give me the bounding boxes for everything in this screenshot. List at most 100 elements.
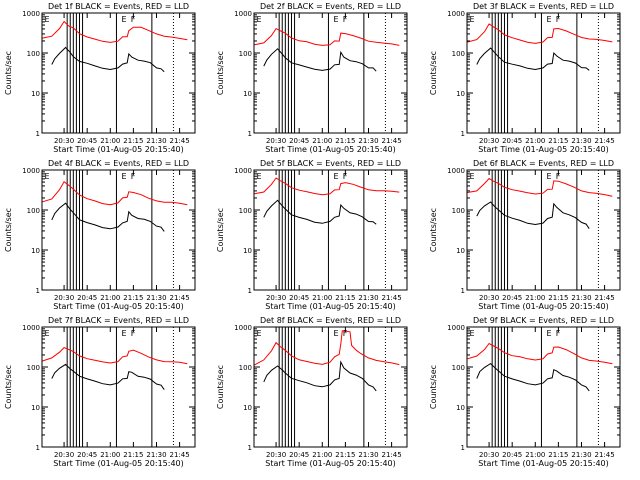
marker-label-e: E xyxy=(470,15,475,24)
x-tick-label: 20:30 xyxy=(266,294,286,302)
y-tick-label: 100 xyxy=(239,207,252,215)
marker-label-e: E xyxy=(122,15,127,24)
x-tick-label: 21:45 xyxy=(595,294,615,302)
series-line-events xyxy=(51,202,165,232)
y-tick-label: 1 xyxy=(461,444,465,452)
panel-4: Det 4f BLACK = Events, RED = LLD Counts/s… xyxy=(4,159,196,311)
series-line-events xyxy=(51,363,165,390)
marker-label-e: E xyxy=(257,329,262,338)
x-axis-label: Start Time (01-Aug-05 20:15:40) xyxy=(53,459,184,468)
x-tick-label: 21:15 xyxy=(335,451,355,459)
y-tick-label: 100 xyxy=(27,50,40,58)
series-line-events xyxy=(476,47,590,71)
y-tick-label: 1000 xyxy=(234,167,252,175)
series-line-lld xyxy=(467,23,613,44)
series-line-lld xyxy=(254,330,400,366)
marker-lines xyxy=(278,13,386,133)
series-line-events xyxy=(476,362,590,392)
y-tick-label: 1000 xyxy=(447,167,465,175)
y-tick-label: 1000 xyxy=(22,10,40,18)
x-tick-label: 21:15 xyxy=(548,137,568,145)
y-tick-label: 1 xyxy=(36,444,40,452)
marker-label-f: F xyxy=(556,15,561,24)
series-line-lld xyxy=(467,342,613,365)
panel-title: Det 1f BLACK = Events, RED = LLD xyxy=(48,2,189,11)
x-tick-label: 20:45 xyxy=(289,137,309,145)
marker-label-e: E xyxy=(334,172,339,181)
y-tick-label: 100 xyxy=(27,364,40,372)
panel-title: Det 5f BLACK = Events, RED = LLD xyxy=(260,159,401,168)
series-group xyxy=(254,27,400,72)
y-tick-label: 1 xyxy=(36,287,40,295)
marker-lines xyxy=(278,170,386,290)
marker-lines xyxy=(278,327,386,447)
marker-lines xyxy=(66,170,174,290)
x-tick-label: 21:30 xyxy=(358,451,378,459)
marker-lines xyxy=(491,327,599,447)
plot-frame xyxy=(253,12,408,134)
series-line-events xyxy=(51,46,165,73)
x-tick-label: 21:45 xyxy=(170,451,190,459)
x-tick-label: 21:30 xyxy=(358,294,378,302)
y-tick-label: 100 xyxy=(239,50,252,58)
y-axis-label: Counts/sec xyxy=(4,208,13,252)
marker-lines xyxy=(491,170,599,290)
x-tick-label: 21:15 xyxy=(123,294,143,302)
y-axis-label: Counts/sec xyxy=(4,365,13,409)
series-line-lld xyxy=(42,20,188,43)
y-tick-label: 1000 xyxy=(234,10,252,18)
marker-label-e: E xyxy=(257,15,262,24)
panel-title: Det 6f BLACK = Events, RED = LLD xyxy=(473,159,614,168)
panel-7: Det 7f BLACK = Events, RED = LLD Counts/s… xyxy=(4,316,196,468)
x-tick-label: 21:00 xyxy=(100,137,120,145)
x-tick-label: 21:30 xyxy=(571,137,591,145)
marker-label-e: E xyxy=(470,329,475,338)
x-tick-label: 21:45 xyxy=(382,137,402,145)
y-tick-label: 1 xyxy=(36,130,40,138)
marker-label-e: E xyxy=(122,329,127,338)
x-axis-label: Start Time (01-Aug-05 20:15:40) xyxy=(265,145,396,154)
marker-label-e: E xyxy=(470,172,475,181)
panel-8: Det 8f BLACK = Events, RED = LLD Counts/s… xyxy=(216,316,408,468)
x-tick-label: 21:30 xyxy=(571,451,591,459)
y-tick-label: 1000 xyxy=(234,324,252,332)
y-tick-label: 1000 xyxy=(22,167,40,175)
x-tick-label: 20:45 xyxy=(502,137,522,145)
marker-label-f: F xyxy=(556,172,561,181)
x-tick-label: 20:45 xyxy=(502,451,522,459)
panel-title: Det 8f BLACK = Events, RED = LLD xyxy=(260,316,401,325)
marker-lines xyxy=(66,13,174,133)
x-axis-label: Start Time (01-Aug-05 20:15:40) xyxy=(53,302,184,311)
marker-label-e: E xyxy=(122,172,127,181)
y-tick-label: 100 xyxy=(452,50,465,58)
x-tick-label: 20:45 xyxy=(502,294,522,302)
marker-label-f: F xyxy=(131,172,136,181)
x-tick-label: 21:30 xyxy=(146,294,166,302)
y-tick-label: 10 xyxy=(456,90,465,98)
x-tick-label: 21:15 xyxy=(335,294,355,302)
y-tick-label: 1000 xyxy=(447,324,465,332)
plot-frame xyxy=(466,12,621,134)
x-tick-label: 20:45 xyxy=(289,294,309,302)
x-tick-label: 21:45 xyxy=(382,294,402,302)
x-tick-label: 21:15 xyxy=(123,137,143,145)
x-tick-label: 20:45 xyxy=(77,294,97,302)
marker-label-e: E xyxy=(547,329,552,338)
x-tick-label: 20:30 xyxy=(54,137,74,145)
plot-frame xyxy=(41,326,196,448)
y-tick-label: 10 xyxy=(31,404,40,412)
x-axis-label: Start Time (01-Aug-05 20:15:40) xyxy=(478,459,609,468)
x-tick-label: 21:45 xyxy=(382,451,402,459)
x-tick-label: 21:00 xyxy=(100,451,120,459)
y-tick-label: 1 xyxy=(248,444,252,452)
x-tick-label: 21:15 xyxy=(335,137,355,145)
y-axis-label: Counts/sec xyxy=(429,365,438,409)
x-tick-label: 21:00 xyxy=(100,294,120,302)
y-tick-label: 10 xyxy=(243,404,252,412)
x-tick-label: 20:30 xyxy=(479,451,499,459)
x-tick-label: 21:30 xyxy=(146,451,166,459)
marker-lines xyxy=(491,13,599,133)
panel-title: Det 4f BLACK = Events, RED = LLD xyxy=(48,159,189,168)
x-tick-label: 21:30 xyxy=(146,137,166,145)
